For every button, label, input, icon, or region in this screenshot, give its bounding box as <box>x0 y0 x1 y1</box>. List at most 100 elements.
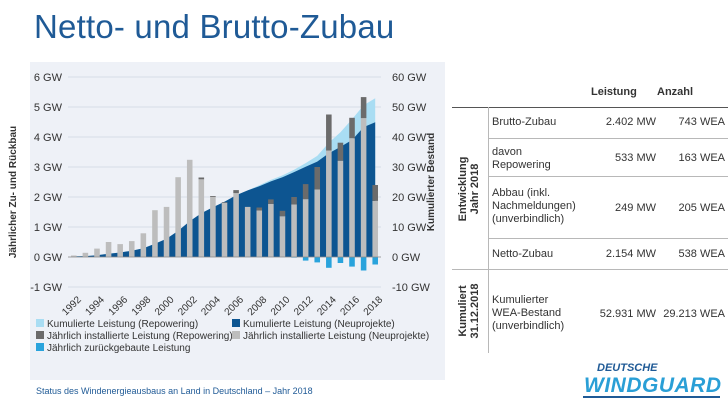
table-row-label: Abbau (inkl. Nachmeldungen) (unverbindlich… <box>492 187 576 225</box>
left-tick-label: 6 GW <box>34 72 63 84</box>
bar-repowering <box>337 142 344 161</box>
right-tick-label: 0 GW <box>392 252 421 264</box>
bar-rueckbau <box>326 257 332 268</box>
bar-repowering <box>372 185 378 201</box>
bar-repowering <box>349 117 355 139</box>
footer-caption: Status des Windenergieausbaus an Land in… <box>36 386 313 396</box>
bar-repowering <box>198 177 205 180</box>
right-tick-label: 40 GW <box>392 132 427 144</box>
bar-neuprojekte <box>210 197 216 257</box>
bar-rueckbau <box>337 257 344 263</box>
x-tick-label: 2006 <box>223 294 247 318</box>
table-cell-anzahl: 743 WEA <box>678 116 725 128</box>
bar-neuprojekte <box>186 159 193 257</box>
bar-neuprojekte <box>360 118 367 257</box>
table-row-label: davon Repowering <box>492 146 551 171</box>
bar-neuprojekte <box>244 206 251 257</box>
x-tick-label: 2000 <box>153 294 177 318</box>
bar-rueckbau <box>372 257 378 265</box>
left-tick-label: -1 GW <box>30 282 62 294</box>
table-rule <box>452 107 728 108</box>
table-cell-leistung: 52.931 MW <box>599 308 656 320</box>
legend-swatch <box>36 343 44 351</box>
bar-repowering <box>233 190 239 194</box>
table-rule <box>452 269 728 270</box>
table-row-label: Netto-Zubau <box>492 248 554 260</box>
left-tick-label: 0 GW <box>34 252 63 264</box>
x-tick-label: 2014 <box>315 294 339 318</box>
bar-neuprojekte <box>268 203 274 257</box>
table-cell-anzahl: 538 WEA <box>678 248 725 260</box>
bar-repowering <box>256 207 263 211</box>
summary-table: Leistung Anzahl Entwicklung Jahr 2018 Kum… <box>452 78 728 353</box>
x-tick-label: 1992 <box>60 294 84 318</box>
bar-rueckbau <box>314 257 321 263</box>
x-tick-label: 1994 <box>83 294 107 318</box>
y-axis-title-left: Jährlicher Zu- und Rückbau <box>8 126 19 258</box>
bar-neuprojekte <box>337 160 344 257</box>
table-cell-leistung: 2.402 MW <box>605 116 656 128</box>
bar-neuprojekte <box>372 200 378 257</box>
y-axis-title-right: Kumulierter Bestand <box>426 133 437 231</box>
table-rule <box>488 176 728 177</box>
group-label-entwicklung: Entwicklung Jahr 2018 <box>457 156 481 222</box>
bar-repowering <box>221 202 228 203</box>
legend-label: Jährlich installierte Leistung (Repoweri… <box>47 331 233 342</box>
right-tick-label: 60 GW <box>392 72 427 84</box>
page-title: Netto- und Brutto-Zubau <box>34 8 395 45</box>
legend-label: Jährlich installierte Leistung (Neuproje… <box>243 331 429 342</box>
x-tick-label: 2016 <box>338 294 362 318</box>
right-tick-label: -10 GW <box>392 282 431 294</box>
chart: -1 GW 0 GW 1 GW 2 GW 3 GW 4 GW 5 GW 6 GW -10 GW 0… <box>8 72 437 354</box>
bar-neuprojekte <box>140 233 147 257</box>
bar-neuprojekte <box>163 206 170 257</box>
x-tick-label: 2018 <box>362 294 386 318</box>
bar-neuprojekte <box>291 204 297 257</box>
table-rule <box>488 238 728 239</box>
legend-swatch <box>232 331 240 339</box>
bar-neuprojekte <box>221 202 228 257</box>
table-cell-leistung: 533 MW <box>615 152 656 164</box>
legend-swatch <box>36 331 44 339</box>
bar-neuprojekte <box>82 252 89 257</box>
right-tick-label: 50 GW <box>392 102 427 114</box>
right-tick-label: 10 GW <box>392 222 427 234</box>
legend-swatch <box>232 319 240 327</box>
bar-rueckbau <box>302 257 309 261</box>
table-row-label: Kumulierter WEA-Bestand (unverbindlich) <box>492 294 565 332</box>
bar-neuprojekte <box>302 199 309 257</box>
legend-label: Jährlich zurückgebaute Leistung <box>47 343 190 354</box>
bar-neuprojekte <box>94 248 100 257</box>
header-leistung: Leistung <box>591 86 637 98</box>
table-cell-leistung: 2.154 MW <box>605 248 656 260</box>
bar-repowering <box>210 196 216 197</box>
bar-repowering <box>291 197 297 205</box>
left-tick-label: 2 GW <box>34 192 63 204</box>
table-cell-anzahl: 163 WEA <box>678 152 725 164</box>
table-cell-anzahl: 29.213 WEA <box>663 308 725 320</box>
bar-rueckbau <box>349 257 355 267</box>
x-tick-label: 1998 <box>130 294 154 318</box>
left-tick-label: 3 GW <box>34 162 63 174</box>
table-row-label: Brutto-Zubau <box>492 116 557 128</box>
bar-repowering <box>279 210 286 217</box>
table-cell-leistung: 249 MW <box>615 202 656 214</box>
bar-neuprojekte <box>256 210 263 257</box>
x-tick-label: 2012 <box>292 294 316 318</box>
x-tick-label: 2002 <box>176 294 200 318</box>
bar-neuprojekte <box>326 150 332 257</box>
table-rule <box>488 107 489 353</box>
logo-line1: DEUTSCHE <box>597 362 658 374</box>
bar-neuprojekte <box>128 241 135 257</box>
legend-swatch <box>36 319 44 327</box>
bar-neuprojekte <box>105 242 112 257</box>
bar-neuprojekte <box>152 210 158 257</box>
left-tick-label: 1 GW <box>34 222 63 234</box>
x-tick-label: 2004 <box>199 294 223 318</box>
x-tick-label: 2008 <box>246 294 270 318</box>
left-tick-label: 4 GW <box>34 132 63 144</box>
x-tick-label: 1996 <box>107 294 131 318</box>
bar-neuprojekte <box>279 216 286 257</box>
bar-rueckbau <box>360 257 367 271</box>
bar-neuprojekte <box>71 255 77 257</box>
